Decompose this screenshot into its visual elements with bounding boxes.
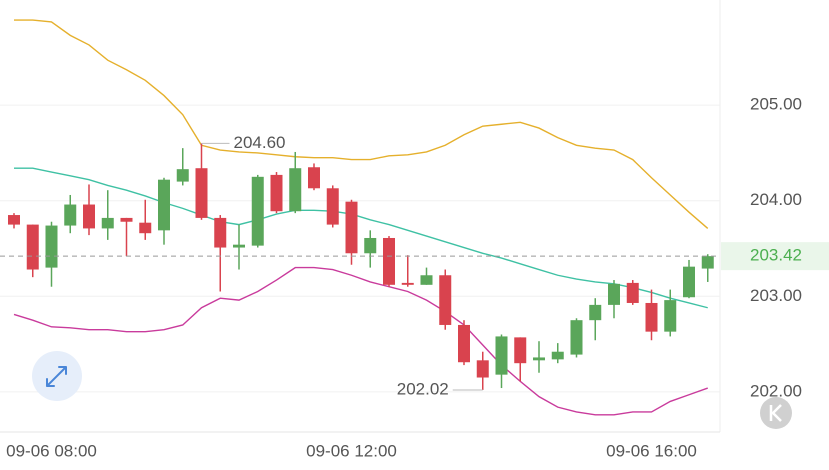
candle-body	[439, 275, 452, 325]
band-line	[14, 167, 708, 309]
x-tick-label: 09-06 08:00	[6, 441, 97, 460]
candle-body	[345, 201, 358, 254]
candle-body	[533, 357, 545, 361]
candle-body	[495, 336, 508, 375]
current-price-label: 203.42	[750, 246, 802, 265]
candle-body	[233, 244, 245, 248]
candle-body	[176, 169, 189, 182]
y-tick-label: 203.00	[750, 286, 802, 305]
candle-body	[514, 337, 527, 364]
candle-body	[589, 304, 602, 321]
band-line	[13, 266, 708, 416]
candle-body	[270, 174, 283, 212]
candle-body	[158, 179, 170, 231]
y-tick-label: 205.00	[750, 95, 802, 114]
candle-body	[120, 217, 133, 222]
plot	[0, 19, 720, 416]
candle-body	[83, 204, 95, 229]
candle-body	[251, 176, 264, 246]
candle-body	[195, 168, 208, 218]
expand-icon[interactable]	[46, 366, 67, 387]
max-label: 204.60	[234, 133, 286, 152]
min-label: 202.02	[397, 379, 449, 398]
candle-body	[26, 224, 39, 270]
candle-body	[570, 320, 583, 355]
band-line	[14, 19, 709, 229]
logo-glyph	[769, 404, 782, 422]
candle-body	[101, 217, 114, 229]
candle-body	[214, 217, 227, 248]
candle-body	[308, 167, 320, 189]
candle-body	[551, 351, 564, 360]
candle-body	[645, 302, 658, 332]
x-tick-label: 09-06 16:00	[606, 441, 697, 460]
candle-body	[8, 215, 20, 225]
candle-body	[64, 204, 77, 226]
x-tick-label: 09-06 12:00	[306, 441, 397, 460]
candle-body	[289, 168, 302, 212]
expand-button[interactable]	[32, 351, 82, 401]
candle-body	[664, 300, 677, 332]
candle-body	[364, 237, 377, 254]
logo	[760, 397, 792, 429]
candle-body	[458, 324, 470, 363]
candle-body	[401, 282, 414, 285]
candle-body	[626, 282, 639, 303]
candle-body	[683, 266, 695, 298]
candle-body	[476, 360, 489, 378]
y-tick-label: 204.00	[750, 190, 802, 209]
candle-body	[326, 188, 339, 225]
logo-circle	[760, 397, 792, 429]
current-price-box	[721, 242, 829, 271]
candle-body	[45, 225, 58, 268]
candle-body	[139, 222, 152, 234]
y-tick-label: 202.00	[750, 381, 802, 400]
candle-body	[608, 283, 620, 305]
candle-body	[383, 237, 395, 285]
candle-body	[420, 275, 433, 285]
candle-body	[701, 256, 714, 269]
